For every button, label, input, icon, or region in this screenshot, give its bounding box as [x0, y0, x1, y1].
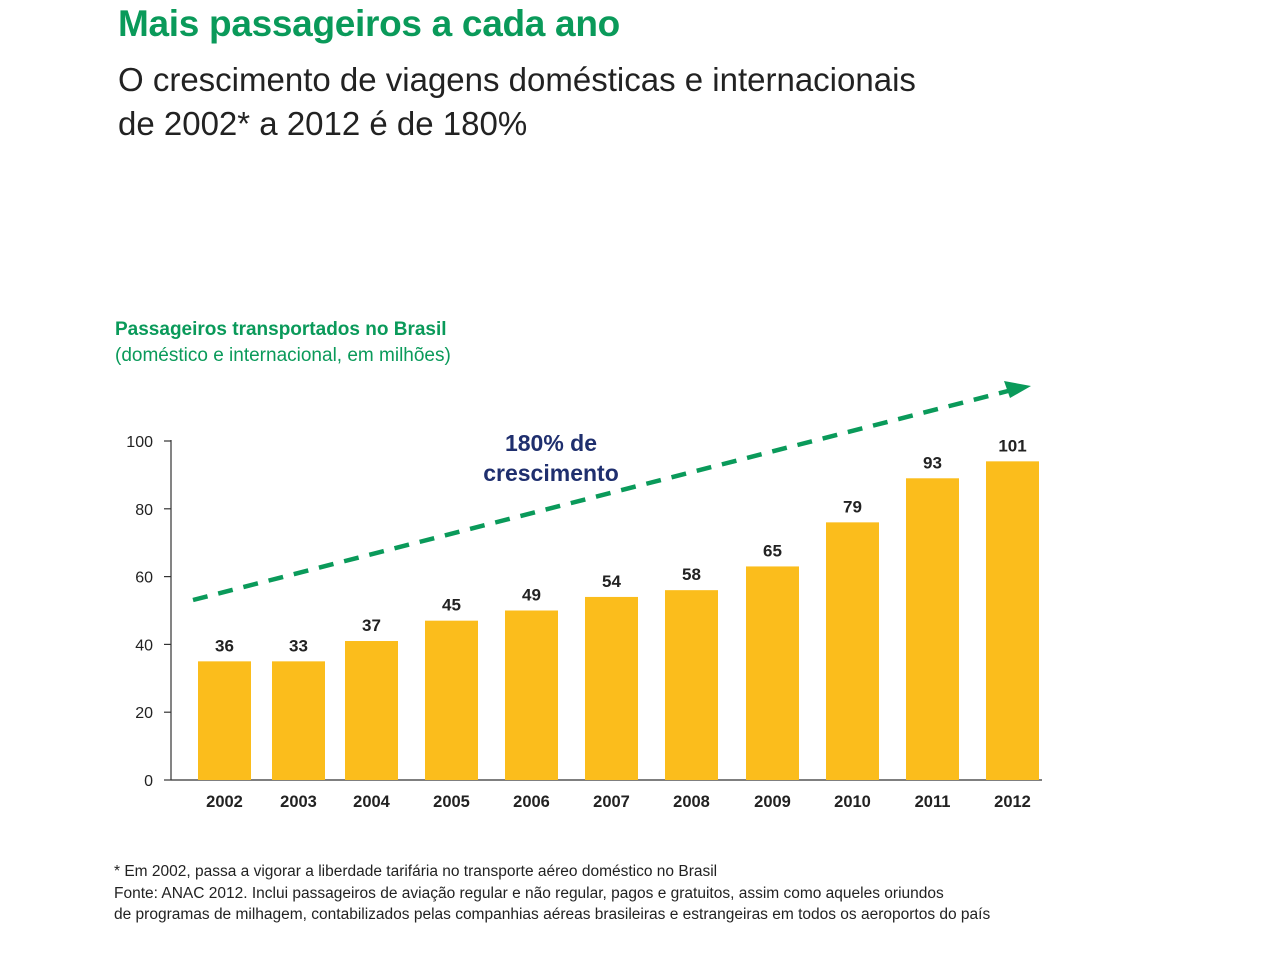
- bar-2012: [986, 461, 1039, 780]
- x-tick-label-2004: 2004: [353, 793, 391, 811]
- value-label-2012: 101: [998, 436, 1026, 455]
- value-label-2006: 49: [522, 586, 541, 605]
- y-axis: 0 20 40 60 80 100: [126, 434, 172, 790]
- trend-arrowhead-icon: [1004, 381, 1031, 398]
- bar-2011: [906, 478, 959, 780]
- y-tick-label: 0: [144, 773, 153, 790]
- y-tick-label: 80: [135, 502, 153, 519]
- trend-dashed-line: [192, 388, 1009, 603]
- footnote-liberdade-tarifaria: * Em 2002, passa a vigorar a liberdade t…: [114, 863, 718, 880]
- bar-2005: [425, 620, 478, 780]
- annotation-line-1: 180% de: [505, 430, 597, 456]
- growth-annotation: 180% de crescimento: [483, 430, 619, 486]
- y-tick-label: 100: [126, 434, 153, 451]
- value-label-2005: 45: [442, 596, 461, 615]
- value-label-2004: 37: [362, 616, 381, 635]
- bar-2010: [826, 522, 879, 780]
- y-tick-label: 40: [135, 637, 153, 654]
- bar-2008: [665, 590, 718, 780]
- x-tick-label-2003: 2003: [280, 793, 317, 811]
- x-tick-label-2012: 2012: [994, 793, 1031, 811]
- x-tick-label-2009: 2009: [754, 793, 791, 811]
- chart-subtitle: (doméstico e internacional, em milhões): [115, 345, 451, 366]
- value-label-2007: 54: [602, 572, 621, 591]
- bar-2004: [345, 641, 398, 780]
- x-tick-label-2010: 2010: [834, 793, 871, 811]
- value-label-2011: 93: [923, 453, 942, 472]
- bar-2007: [585, 596, 638, 780]
- subtitle-line-1: O crescimento de viagens domésticas e in…: [118, 61, 916, 98]
- x-tick-label-2008: 2008: [673, 793, 710, 811]
- value-label-2010: 79: [843, 497, 862, 516]
- value-label-2002: 36: [215, 636, 234, 655]
- x-tick-label-2011: 2011: [915, 793, 951, 811]
- y-tick-label: 20: [135, 705, 153, 722]
- annotation-line-2: crescimento: [483, 460, 619, 486]
- x-tick-label-2007: 2007: [593, 793, 630, 811]
- chart-title: Passageiros transportados no Brasil: [115, 319, 447, 340]
- bar-2002: [198, 661, 251, 780]
- subtitle-line-2: de 2002* a 2012 é de 180%: [118, 105, 528, 142]
- value-label-2009: 65: [763, 541, 782, 560]
- bar-2003: [272, 661, 325, 780]
- source-line-1: Fonte: ANAC 2012. Inclui passageiros de …: [114, 884, 944, 902]
- bars-group: 36 33 37 45 49 54 58 65 79 93 101: [198, 436, 1039, 780]
- page-subtitle: O crescimento de viagens domésticas e in…: [118, 58, 1118, 146]
- x-axis: 2002 2003 2004 2005 2006 2007 2008 2009 2010 2011…: [171, 779, 1042, 811]
- bar-2006: [505, 610, 558, 780]
- value-label-2003: 33: [289, 636, 308, 655]
- x-tick-label-2005: 2005: [433, 793, 470, 811]
- y-tick-label: 60: [135, 570, 153, 587]
- footnotes: * Em 2002, passa a vigorar a liberdade t…: [114, 861, 990, 926]
- bar-2009: [746, 566, 799, 780]
- page-title: Mais passageiros a cada ano: [118, 3, 620, 44]
- source-line-2: de programas de milhagem, contabilizados…: [114, 906, 991, 923]
- x-tick-label-2002: 2002: [206, 793, 243, 811]
- x-tick-label-2006: 2006: [513, 793, 550, 811]
- growth-trend-arrow: [192, 381, 1031, 603]
- value-label-2008: 58: [682, 565, 701, 584]
